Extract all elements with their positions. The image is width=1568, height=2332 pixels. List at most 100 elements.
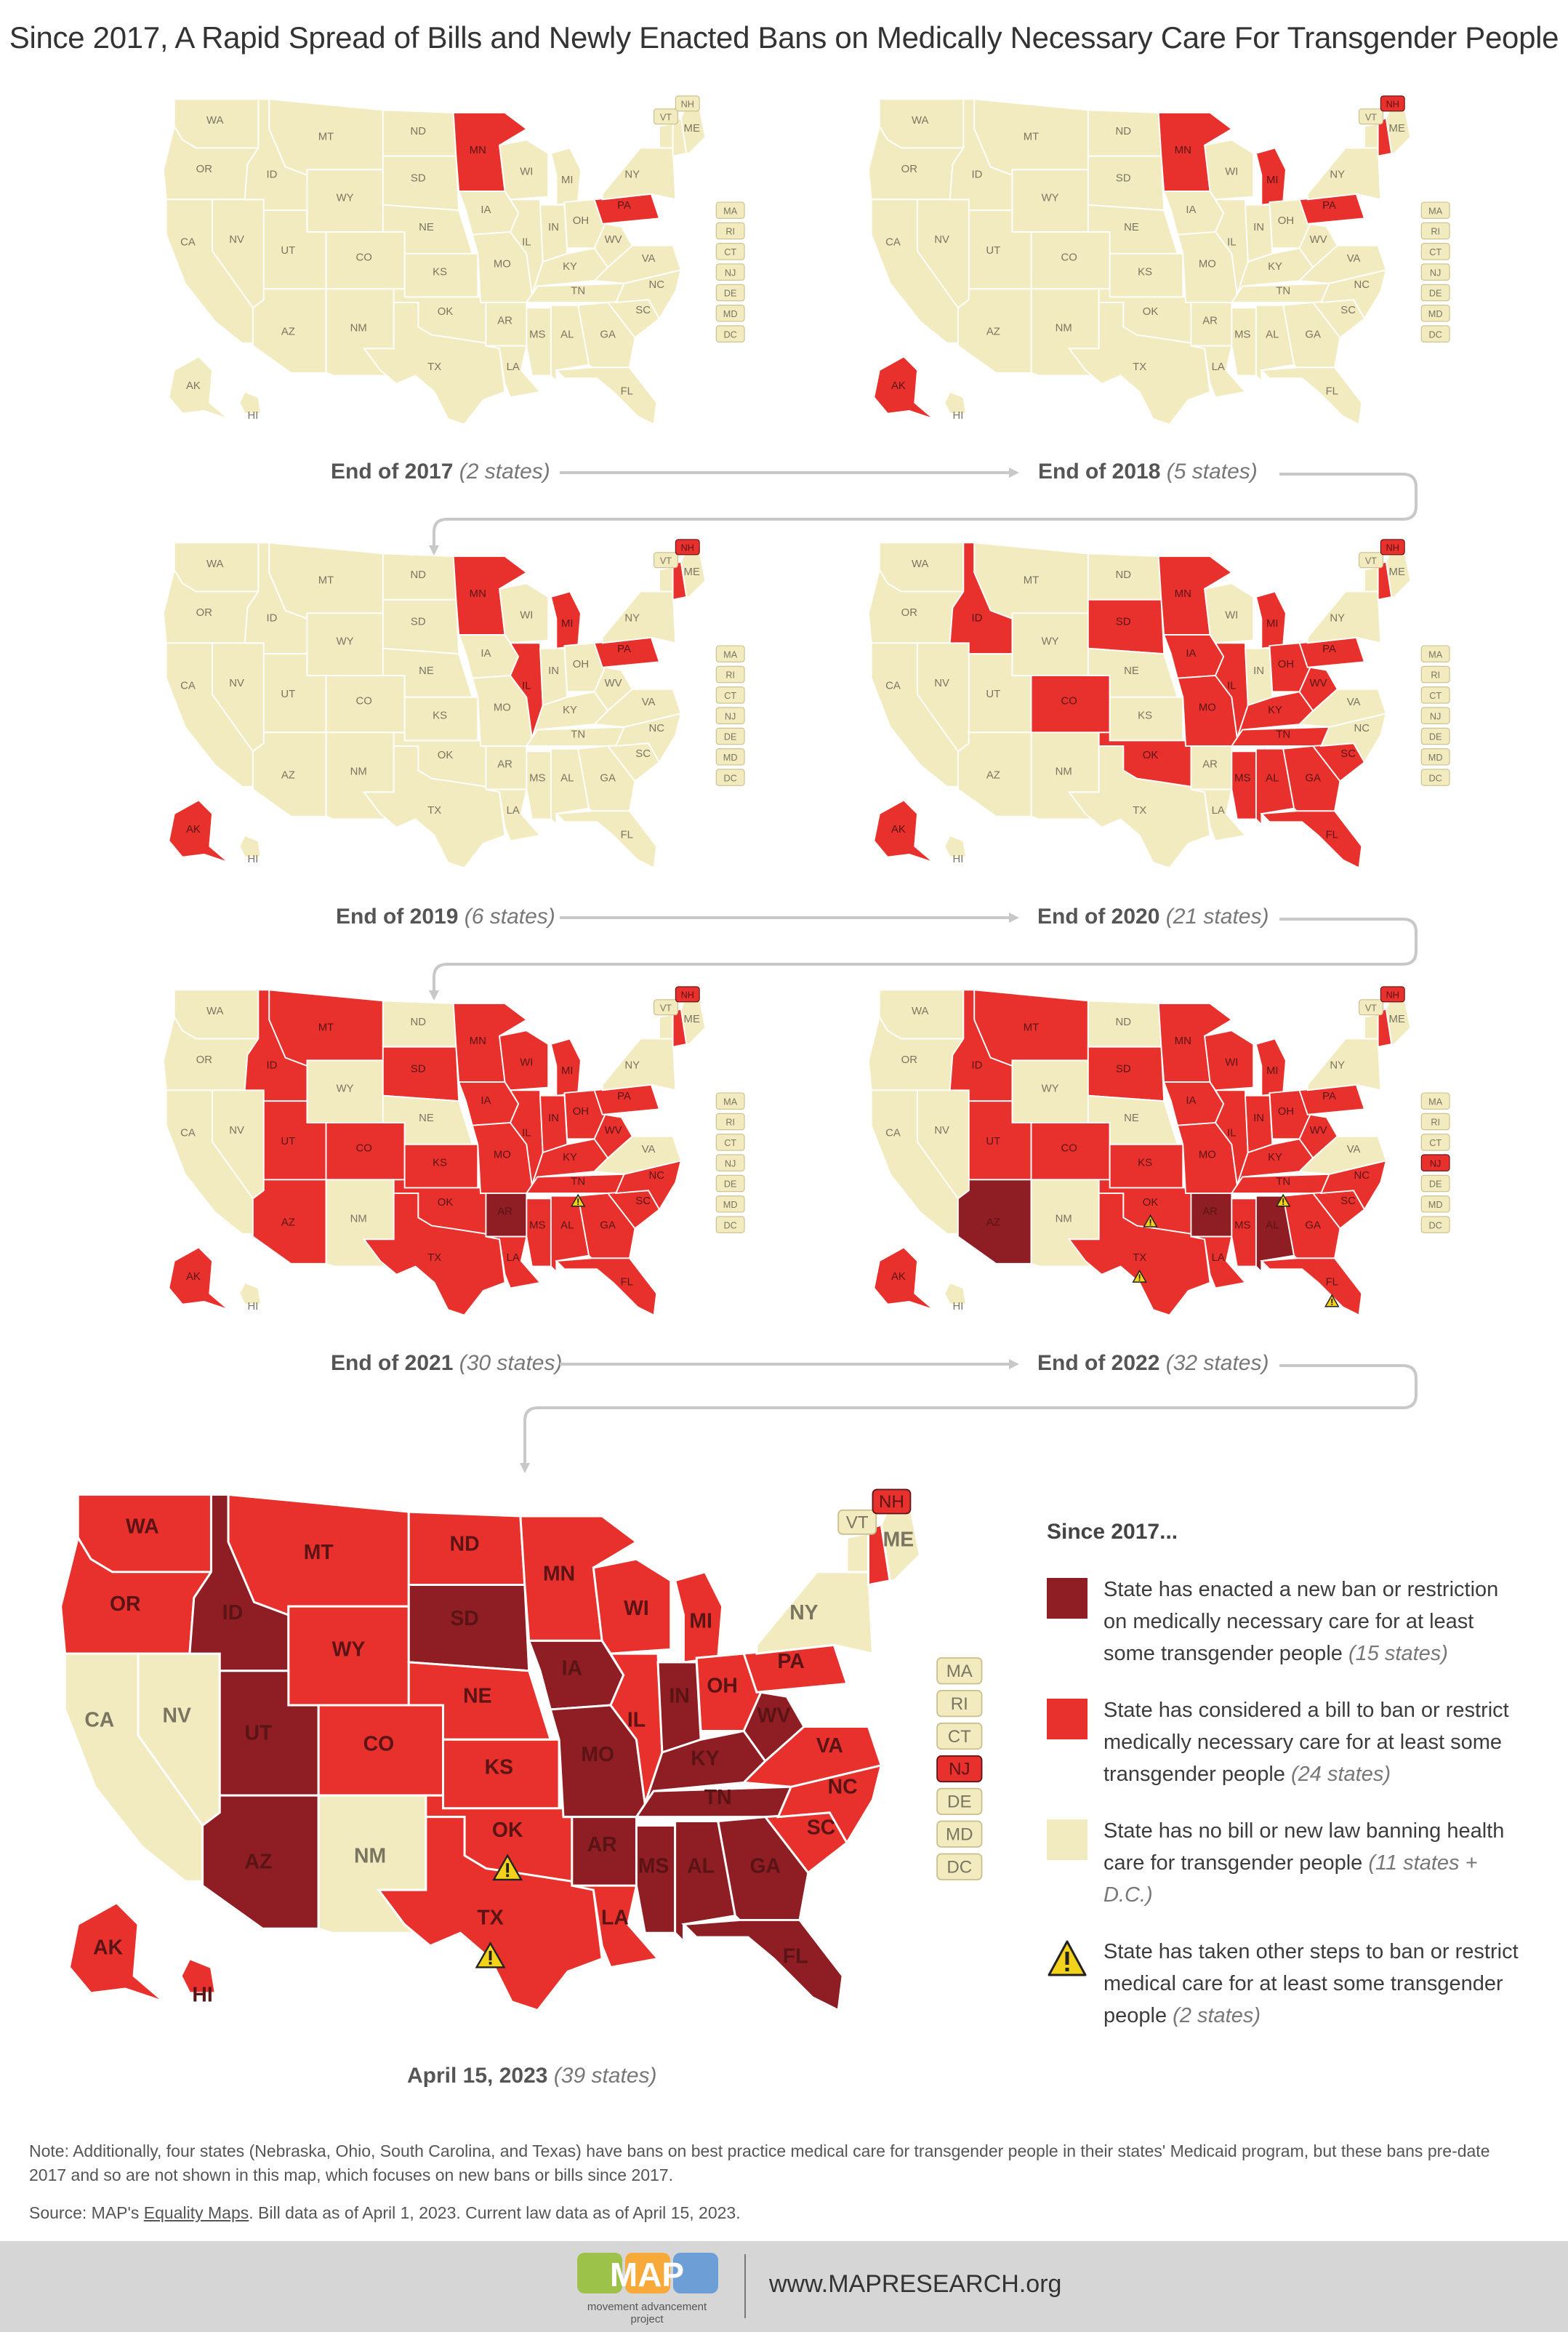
state-label-ks: KS [433,710,447,722]
state-label-ny: NY [789,1601,818,1624]
footer-url[interactable]: www.MAPRESEARCH.org [769,2270,1062,2298]
state-label-va: VA [642,1144,656,1155]
state-label-id: ID [267,612,278,624]
state-label-mt: MT [1024,1022,1040,1033]
state-tx [1067,301,1211,425]
state-label-sc: SC [635,1195,651,1207]
state-box-dc [715,769,745,786]
state-box-label-nh: NH [1386,543,1399,553]
equality-maps-link[interactable]: Equality Maps [143,2203,249,2222]
state-box-label-vt: VT [1365,556,1377,566]
state-box-label-nj: NJ [1430,711,1441,721]
state-box-de [715,284,745,302]
caption-2022: End of 2022 (32 states) [1037,1351,1269,1376]
state-box-ri [1420,1113,1450,1131]
state-label-nc: NC [649,723,665,734]
state-hi [944,1281,968,1305]
state-label-ia: IA [481,1095,491,1107]
state-box-label-nj: NJ [725,1158,736,1169]
state-box-label-nj: NJ [1430,268,1441,278]
state-box-label-ri: RI [1431,227,1440,237]
state-label-il: IL [1227,1128,1236,1139]
caption-count: (21 states) [1165,905,1269,929]
state-label-mo: MO [494,702,511,713]
state-label-hi: HI [952,410,963,422]
state-label-nv: NV [934,678,949,689]
source-suffix: . Bill data as of April 1, 2023. Current… [249,2203,741,2222]
state-label-me: ME [1389,1014,1405,1025]
state-label-ak: AK [93,1936,123,1960]
state-label-nc: NC [1354,1170,1370,1182]
state-box-nh [675,539,700,556]
state-label-ak: AK [891,380,906,392]
map-logo[interactable]: MAP movement advancement project [574,2248,720,2325]
state-wi [499,139,550,201]
state-box-ma [715,1092,745,1110]
state-tx [376,1816,603,2012]
state-label-tx: TX [427,361,441,373]
state-fl [555,1257,658,1317]
state-box-nh [1380,986,1405,1003]
us-map-svg: WA OR CA NV ID MT WY UT AZ CO NM ND SD NE KS OK TX MN IA MO… [867,95,1450,426]
state-fl [681,1918,844,2012]
state-ak [873,799,934,864]
state-box-label-ma: MA [1428,649,1443,660]
state-label-az: AZ [986,1217,1000,1229]
state-label-nc: NC [649,279,665,291]
state-fl [555,810,658,870]
state-label-ga: GA [1305,772,1321,784]
note-text: Note: Additionally, four states (Nebrask… [29,2141,1490,2184]
state-label-sc: SC [1340,1195,1356,1207]
state-label-al: AL [560,329,574,340]
state-box-dc [1420,769,1450,786]
state-box-label-nh: NH [879,1492,904,1512]
state-label-la: LA [507,361,520,373]
state-label-in: IN [548,665,559,677]
state-label-pa: PA [617,1091,631,1102]
state-label-oh: OH [1278,1106,1294,1118]
state-label-hi: HI [192,1984,212,2007]
state-box-label-de: DE [947,1792,971,1812]
state-label-tx: TX [427,1252,441,1264]
state-box-vt [653,552,678,569]
state-label-nd: ND [450,1532,480,1555]
state-box-dc [1420,325,1450,342]
state-label-fl: FL [783,1945,808,1968]
state-label-ga: GA [749,1854,781,1878]
state-label-ca: CA [180,681,196,692]
state-label-ca: CA [84,1709,114,1732]
warning-icon [570,1193,586,1207]
state-ak [168,799,229,864]
state-label-pa: PA [617,644,631,655]
state-label-ms: MS [529,1219,545,1231]
state-box-label-de: DE [1429,289,1442,299]
state-label-or: OR [110,1592,141,1616]
state-label-ky: KY [563,1152,577,1163]
state-label-pa: PA [617,200,631,212]
state-label-hi: HI [952,1301,963,1313]
state-label-wv: WV [1310,1125,1327,1137]
map-2019: WA OR CA NV ID MT WY UT AZ CO NM ND SD NE KS OK TX MN IA MO… [153,524,749,887]
state-label-tn: TN [571,1177,585,1188]
state-box-nh [675,986,700,1003]
state-box-nj [715,263,745,281]
state-box-label-dc: DC [1429,1220,1442,1230]
state-box-label-dc: DC [1429,773,1442,783]
state-label-ak: AK [891,1271,906,1283]
state-label-va: VA [1347,1144,1361,1155]
state-wv [1298,223,1338,268]
state-box-ct [1420,686,1450,704]
state-ms [635,1824,677,1934]
state-box-label-md: MD [1428,753,1443,763]
state-label-ny: NY [624,169,640,180]
state-box-label-ma: MA [946,1662,973,1681]
state-label-mt: MT [318,1022,334,1033]
state-label-nd: ND [411,126,427,137]
state-la [486,1235,542,1289]
state-label-la: LA [507,1252,520,1264]
state-box-label-nj: NJ [725,711,736,721]
caption-count: (5 states) [1166,460,1258,484]
state-label-tx: TX [1133,361,1146,373]
state-label-wi: WI [1225,610,1238,622]
state-ny [601,147,677,201]
